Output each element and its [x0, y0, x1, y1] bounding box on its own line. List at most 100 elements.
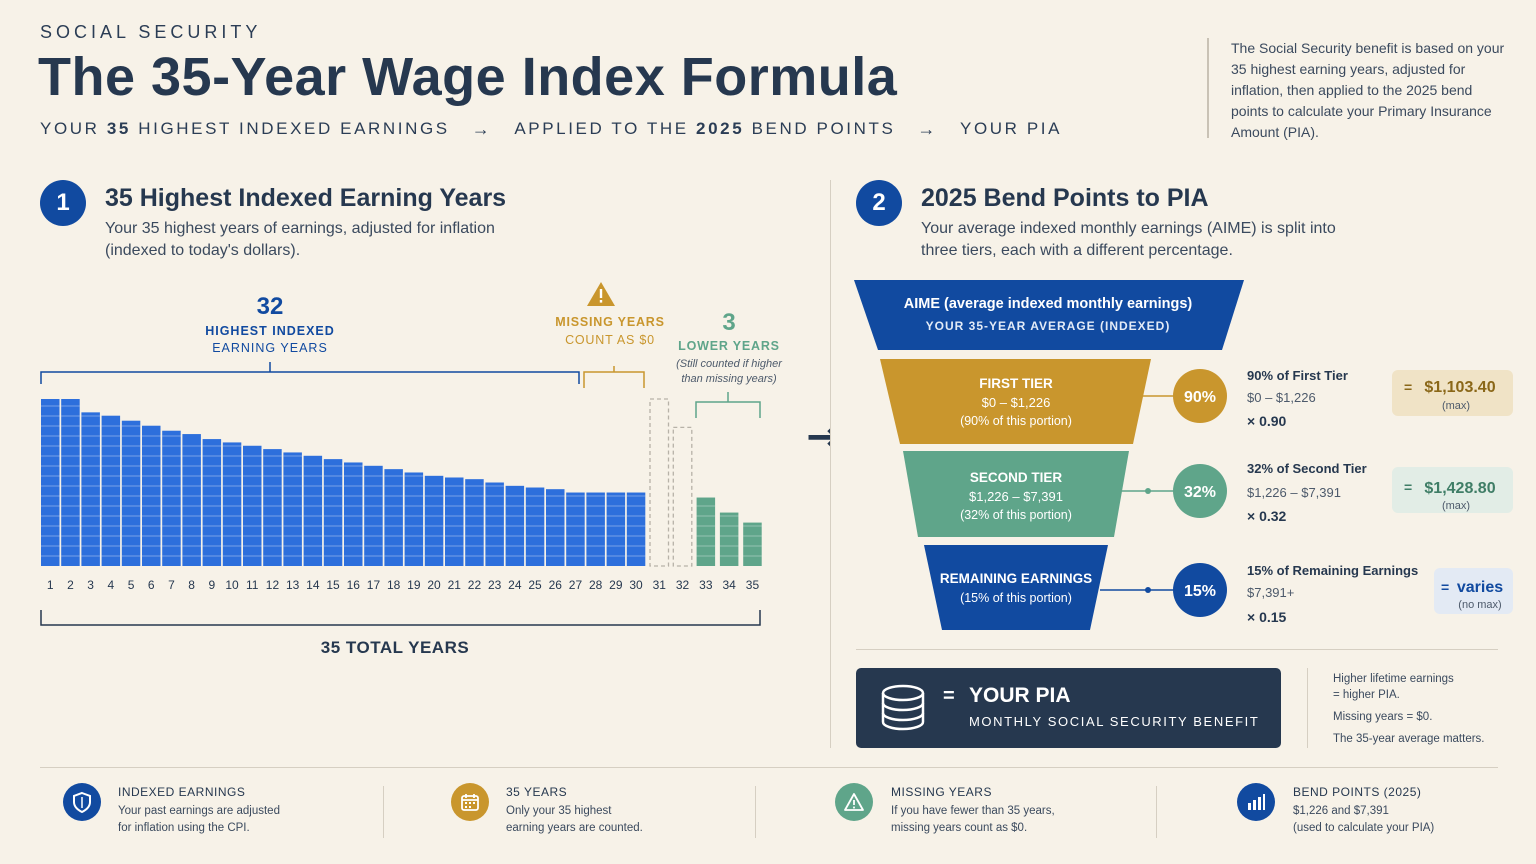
tier-1-pct-circle — [1173, 369, 1227, 423]
tier-3-result: varies — [1457, 579, 1503, 596]
x-tick-label: 14 — [306, 578, 320, 592]
tier-3-result-box — [1434, 568, 1513, 614]
connector-dot — [1145, 587, 1151, 593]
lower-year-bar — [743, 522, 762, 566]
tier-1-note: (90% of this portion) — [960, 414, 1072, 428]
tier-2-range: $1,226 – $7,391 — [969, 489, 1063, 504]
pia-title: YOUR PIA — [969, 684, 1071, 707]
arrow-right-icon: → — [917, 119, 939, 139]
highest-year-bar — [424, 475, 444, 566]
tier-3-band — [924, 545, 1108, 630]
x-tick-label: 4 — [108, 578, 115, 592]
highest-year-bar — [283, 452, 302, 566]
footer-title: 35 YEARS — [506, 785, 568, 799]
highest-year-bar — [445, 477, 464, 566]
footer-title: INDEXED EARNINGS — [118, 785, 246, 799]
tier-3-pct: 15% — [1184, 583, 1216, 600]
tier-2-pct-circle — [1173, 464, 1227, 518]
highest-year-bar — [41, 399, 60, 566]
shield-icon — [63, 783, 101, 821]
pia-divider — [856, 649, 1498, 650]
highest-year-bar — [364, 465, 383, 566]
lower-count: 3 — [722, 309, 735, 336]
x-tick-label: 8 — [188, 578, 195, 592]
x-tick-label: 1 — [47, 578, 54, 592]
footer-title: MISSING YEARS — [891, 785, 992, 799]
footer-separator — [755, 786, 756, 838]
highest-label-2: EARNING YEARS — [212, 341, 328, 355]
tier-1-detail-range: $0 – $1,226 — [1247, 390, 1316, 405]
tier-1-band — [880, 359, 1151, 444]
tier-1-range: $0 – $1,226 — [982, 395, 1051, 410]
tier-1-result-note: (max) — [1442, 400, 1470, 412]
intro-text: The Social Security benefit is based on … — [1231, 40, 1505, 140]
x-tick-label: 26 — [549, 578, 563, 592]
x-tick-label: 18 — [387, 578, 401, 592]
x-tick-label: 15 — [326, 578, 340, 592]
tier-3-name: REMAINING EARNINGS — [940, 571, 1092, 586]
tier-2-band — [903, 451, 1129, 537]
section2-subtitle: Your average indexed monthly earnings (A… — [921, 220, 1336, 259]
tier-2-note: (32% of this portion) — [960, 508, 1072, 522]
x-tick-label: 10 — [225, 578, 239, 592]
section-divider — [830, 180, 831, 748]
missing-label-2: COUNT AS $0 — [565, 333, 655, 347]
highest-year-bar — [162, 430, 181, 566]
tier-3-note: (15% of this portion) — [960, 591, 1072, 605]
tier-1-eq: = — [1404, 379, 1412, 395]
highest-year-bar — [586, 492, 605, 566]
tier-3-pct-circle — [1173, 563, 1227, 617]
highest-year-bar — [404, 472, 424, 566]
tier-1-result-box — [1392, 370, 1513, 416]
section1-subtitle: Your 35 highest years of earnings, adjus… — [105, 220, 495, 259]
coins-icon — [881, 684, 925, 731]
tier-3-heading: 15% of Remaining Earnings — [1247, 563, 1418, 578]
highest-year-bar — [263, 449, 282, 566]
pia-eq: = — [943, 685, 955, 707]
lower-note-1: (Still counted if higher — [676, 358, 783, 370]
highest-year-bar — [626, 492, 646, 566]
pia-subtitle: MONTHLY SOCIAL SECURITY BENEFIT — [969, 714, 1260, 729]
lower-year-bar — [696, 497, 716, 566]
bend-points-funnel: AIME (average indexed monthly earnings) … — [854, 280, 1513, 630]
x-tick-label: 24 — [508, 578, 522, 592]
tier-1-heading: 90% of First Tier — [1247, 368, 1348, 383]
x-tick-label: 28 — [589, 578, 603, 592]
tier-2-heading: 32% of Second Tier — [1247, 461, 1367, 476]
aime-subtitle: YOUR 35-YEAR AVERAGE (INDEXED) — [926, 319, 1171, 333]
x-tick-label: 22 — [468, 578, 482, 592]
x-tick-label: 12 — [266, 578, 280, 592]
x-tick-label: 6 — [148, 578, 155, 592]
highest-year-bar — [384, 469, 403, 566]
tier-1-pct: 90% — [1184, 389, 1216, 406]
highest-year-bar — [546, 489, 565, 566]
tier-2-result-note: (max) — [1442, 500, 1470, 512]
tier-2-name: SECOND TIER — [970, 470, 1063, 485]
x-tick-label: 34 — [722, 578, 736, 592]
earnings-years-chart: 32 HIGHEST INDEXED EARNING YEARS MISSING… — [40, 282, 830, 657]
x-tick-label: 35 — [746, 578, 760, 592]
tier-2-pct: 32% — [1184, 484, 1216, 501]
tier-1-multiplier: × 0.90 — [1247, 413, 1287, 429]
x-tick-label: 11 — [246, 578, 259, 592]
pia-notes: Higher lifetime earnings = higher PIA. M… — [1333, 673, 1485, 745]
highest-year-bar — [61, 399, 80, 566]
lower-label: LOWER YEARS — [678, 339, 780, 353]
x-tick-label: 23 — [488, 578, 502, 592]
aime-title: AIME (average indexed monthly earnings) — [904, 296, 1193, 312]
intro-divider — [1207, 38, 1209, 138]
x-tick-label: 30 — [629, 578, 643, 592]
x-tick-label: 13 — [286, 578, 300, 592]
missing-year-bar — [672, 426, 693, 567]
highest-year-bar — [323, 459, 343, 566]
x-tick-labels: 1 2 3 4 5 6 7 8 9 10 11 12 13 14 15 16 17 18 19 20 21 22 23 24 2… — [47, 578, 760, 592]
highest-year-bar — [465, 479, 484, 566]
footer-text: If you have fewer than 35 years, missing … — [891, 805, 1055, 834]
x-tick-label: 5 — [128, 578, 135, 592]
calendar-icon — [451, 783, 489, 821]
highest-bracket — [40, 362, 580, 384]
warning-icon — [835, 783, 873, 821]
lower-bracket — [695, 392, 761, 418]
x-tick-label: 9 — [209, 578, 216, 592]
footer-separator — [383, 786, 384, 838]
